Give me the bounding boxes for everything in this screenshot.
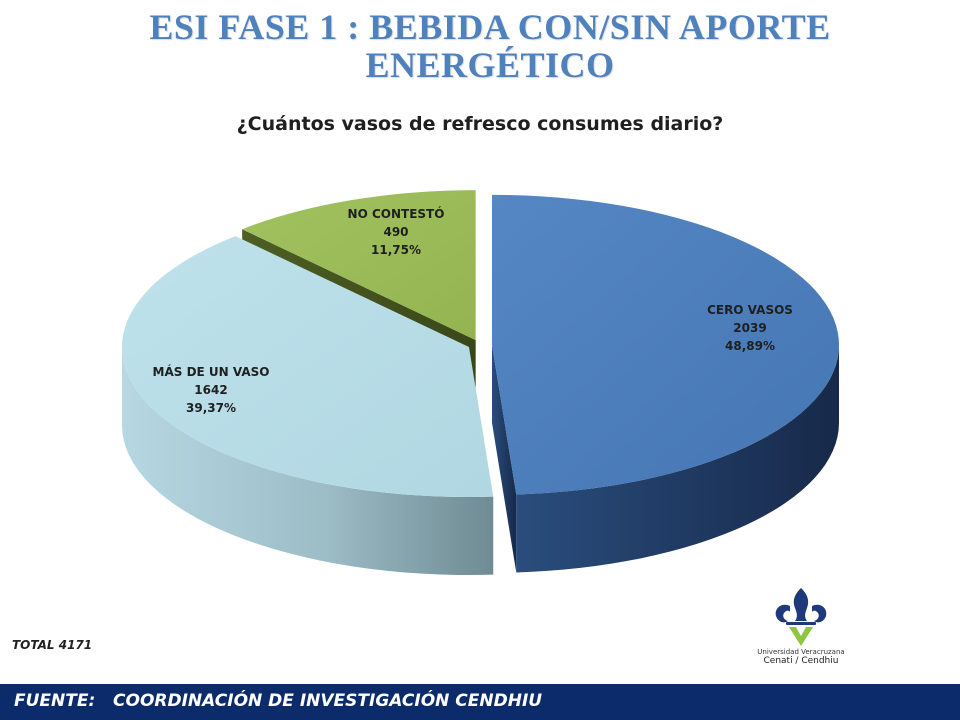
slice-label-no-contesto: NO CONTESTÓ 490 11,75% [321, 205, 471, 259]
slice-label-value: 1642 [194, 383, 228, 397]
pie-slice-mas-de-un-vaso [121, 236, 494, 498]
chart-title: ¿Cuántos vasos de refresco consumes diar… [236, 113, 724, 135]
slide-title: ESI FASE 1 : BEBIDA CON/SIN APORTE ENERG… [60, 8, 920, 84]
pie-side-cero-vasos [516, 344, 839, 573]
university-logo: Universidad Veracruzana Cenati / Cendhiu [732, 584, 870, 686]
pie-cut-cero-vasos-end [491, 344, 517, 573]
logo-university-name: Universidad Veracruzana [757, 648, 845, 656]
slice-label-value: 490 [383, 225, 409, 239]
pie-slice-no-contesto [242, 190, 476, 341]
slice-label-name: MÁS DE UN VASO [152, 365, 270, 379]
logo-department-name: Cenati / Cendhiu [763, 656, 839, 666]
footer-source-text: FUENTE: COORDINACIÓN DE INVESTIGACIÓN CE… [14, 691, 543, 711]
slice-label-value: 2039 [733, 321, 767, 335]
slice-label-cero-vasos: CERO VASOS 2039 48,89% [675, 301, 825, 355]
slice-label-percent: 48,89% [725, 339, 775, 353]
slice-label-name: NO CONTESTÓ [347, 207, 445, 221]
slide-title-line-1: ESI FASE 1 : BEBIDA CON/SIN APORTE [149, 7, 831, 47]
pie-side-mas-de-un-vaso [121, 347, 494, 576]
pie-slice-cero-vasos [491, 194, 839, 495]
total-note: TOTAL 4171 [12, 638, 93, 652]
university-emblem-icon [775, 588, 827, 646]
slice-label-percent: 39,37% [186, 401, 236, 415]
slice-label-name: CERO VASOS [707, 303, 793, 317]
slice-label-mas-de-un-vaso: MÁS DE UN VASO 1642 39,37% [136, 363, 286, 417]
slice-label-percent: 11,75% [371, 243, 421, 257]
slide-title-line-2: ENERGÉTICO [365, 45, 615, 85]
footer-bar: FUENTE: COORDINACIÓN DE INVESTIGACIÓN CE… [0, 684, 960, 720]
